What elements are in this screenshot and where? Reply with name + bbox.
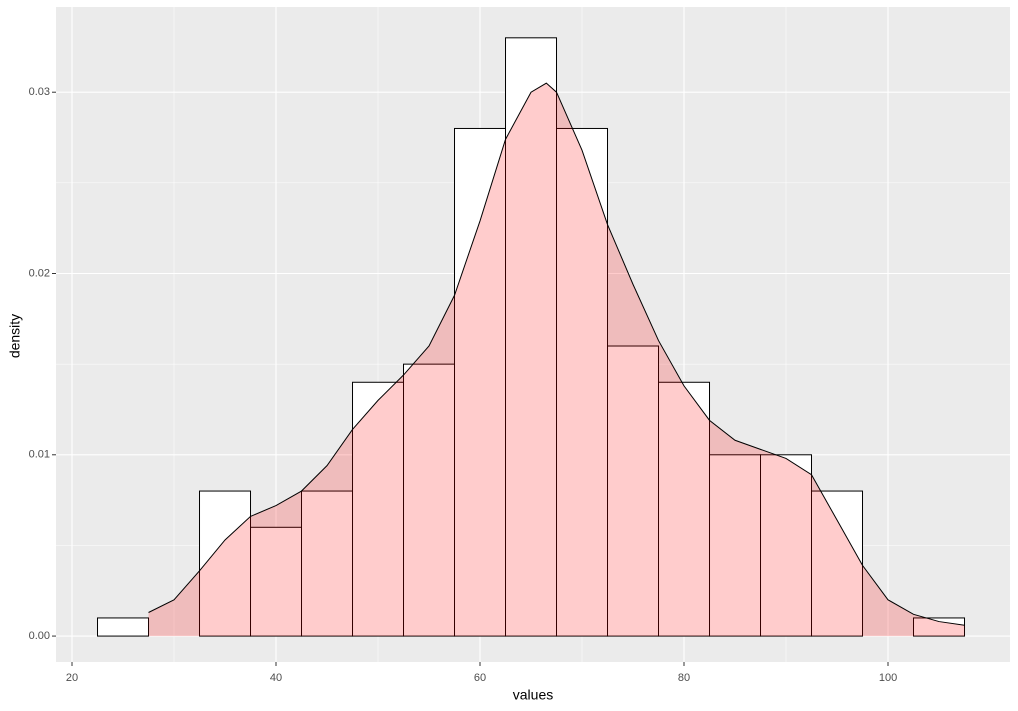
x-tick-label: 60 xyxy=(474,672,486,684)
y-tick-label: 0.03 xyxy=(29,86,50,98)
bar xyxy=(352,381,405,637)
density-line xyxy=(148,82,965,626)
y-tick-label: 0.01 xyxy=(29,449,50,461)
bar xyxy=(454,127,507,637)
bar xyxy=(97,617,150,637)
bar xyxy=(556,127,609,637)
x-tick-label: 20 xyxy=(66,672,78,684)
density-area xyxy=(148,83,965,637)
bar xyxy=(199,490,252,637)
y-tick-label: 0.02 xyxy=(29,267,50,279)
bar xyxy=(913,617,966,637)
x-tick-label: 40 xyxy=(270,672,282,684)
bar xyxy=(607,345,660,637)
x-tick-label: 100 xyxy=(879,672,897,684)
bar xyxy=(250,526,303,637)
y-axis-title: density xyxy=(7,314,23,358)
bar xyxy=(301,490,354,637)
bar xyxy=(505,37,558,637)
bar xyxy=(811,490,864,637)
x-axis-title: values xyxy=(513,687,553,703)
y-tick-label: 0.00 xyxy=(29,630,50,642)
bar xyxy=(709,454,762,637)
bar xyxy=(403,363,456,637)
x-tick-label: 80 xyxy=(678,672,690,684)
bar xyxy=(760,454,813,637)
bar xyxy=(658,381,711,637)
